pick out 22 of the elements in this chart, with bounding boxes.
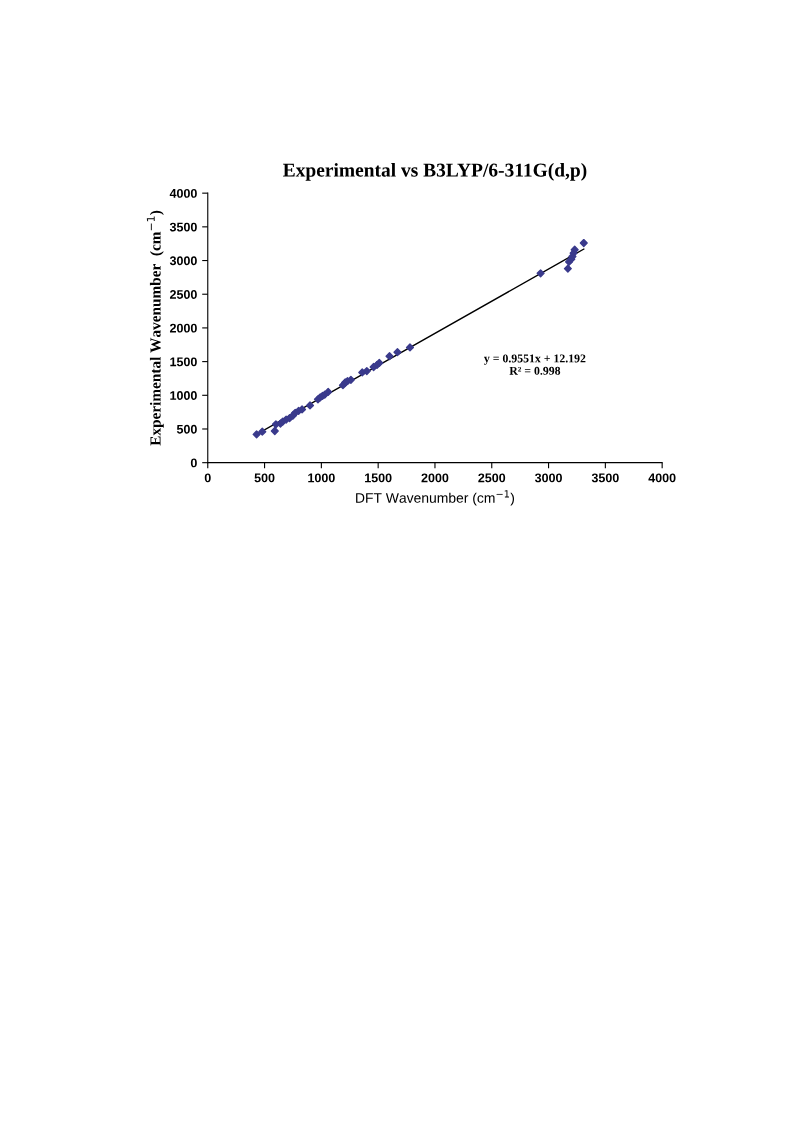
- x-tick-label: 0: [204, 473, 211, 483]
- y-tick-label: 4000: [169, 188, 197, 198]
- x-tick-label: 3500: [591, 473, 619, 483]
- x-tick-label: 2000: [421, 473, 449, 483]
- y-axis-title: Experimental Wavenumber (cm$^{−1}$): [146, 210, 164, 446]
- y-tick-label: 500: [176, 424, 197, 434]
- y-tick-label: 3500: [169, 222, 197, 232]
- y-tick-label: 3000: [169, 256, 197, 266]
- y-tick-label: 2500: [169, 290, 197, 299]
- x-tick-label: 1500: [365, 473, 392, 483]
- x-tick-label: 4000: [648, 473, 676, 483]
- x-tick-label: 3000: [534, 473, 562, 483]
- y-tick-label: 0: [190, 458, 197, 468]
- chart-title: Experimental vs B3LYP/6-311G(d,p): [283, 163, 587, 181]
- x-tick-label: 2500: [478, 473, 506, 483]
- y-tick-label: 2000: [169, 323, 197, 333]
- y-tick-label: 1500: [170, 357, 197, 367]
- x-axis-title: DFT Wavenumber (cm$^{−1}$): [356, 490, 515, 506]
- x-tick-label: 1000: [308, 473, 335, 483]
- x-tick-label: 500: [254, 473, 275, 483]
- y-tick-label: 1000: [170, 391, 197, 400]
- annotation: y = 0.9551x + 12.192 R² = 0.998: [484, 354, 586, 375]
